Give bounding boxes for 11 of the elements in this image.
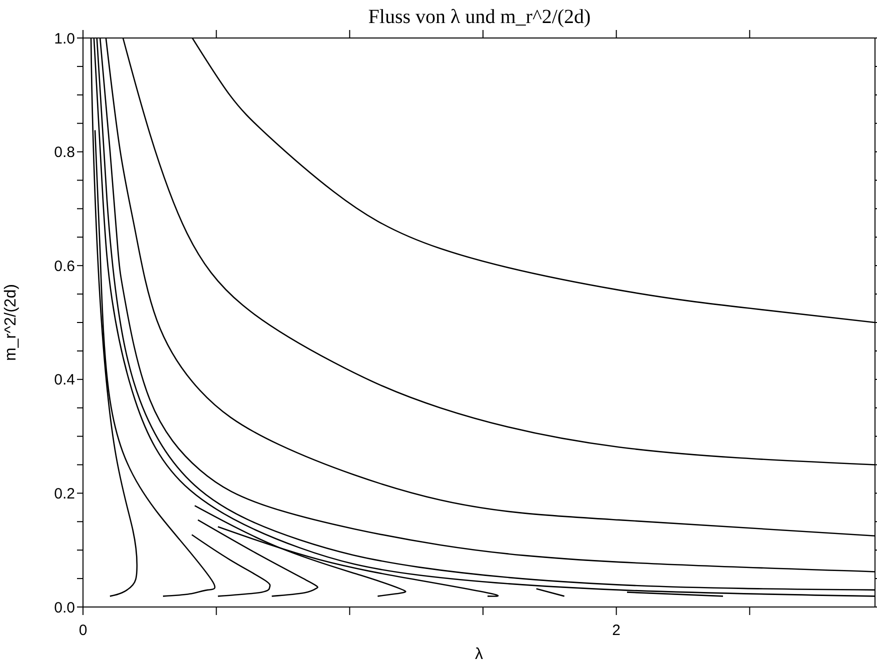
y-tick-label: 0.2 xyxy=(54,486,75,503)
x-axis-title: λ xyxy=(475,646,483,663)
y-tick-label: 0.4 xyxy=(54,372,75,389)
chart-title: Fluss von λ und m_r^2/(2d) xyxy=(367,6,592,29)
y-tick-label: 0.0 xyxy=(54,599,75,616)
y-tick-label: 0.8 xyxy=(54,144,75,162)
y-tick-label: 0.6 xyxy=(54,258,75,275)
y-axis-title: m_r^2/(2d) xyxy=(2,284,20,361)
x-tick-label: 2 xyxy=(612,622,621,639)
x-tick-label: 0 xyxy=(78,622,88,639)
y-tick-label: 1.0 xyxy=(54,30,75,48)
